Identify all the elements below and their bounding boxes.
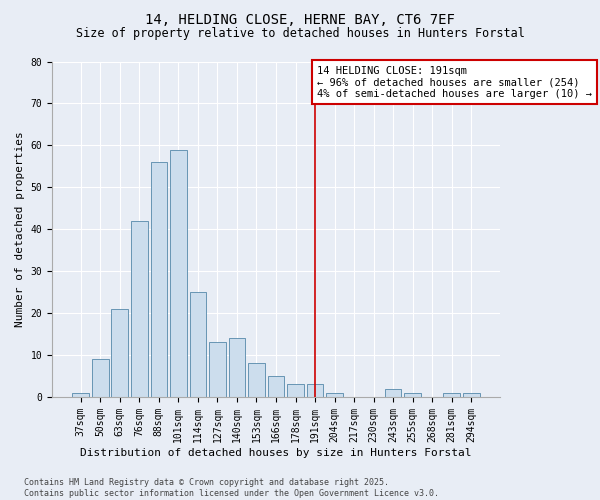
Text: Size of property relative to detached houses in Hunters Forstal: Size of property relative to detached ho… [76, 28, 524, 40]
Text: Contains HM Land Registry data © Crown copyright and database right 2025.
Contai: Contains HM Land Registry data © Crown c… [24, 478, 439, 498]
Text: 14, HELDING CLOSE, HERNE BAY, CT6 7EF: 14, HELDING CLOSE, HERNE BAY, CT6 7EF [145, 12, 455, 26]
Bar [73, 393, 89, 397]
Y-axis label: Number of detached properties: Number of detached properties [15, 132, 25, 327]
Bar [248, 364, 265, 397]
Bar [190, 292, 206, 397]
Text: 14 HELDING CLOSE: 191sqm
← 96% of detached houses are smaller (254)
4% of semi-d: 14 HELDING CLOSE: 191sqm ← 96% of detach… [317, 66, 592, 99]
Bar [92, 359, 109, 397]
Bar [268, 376, 284, 397]
Bar [131, 221, 148, 397]
Bar [326, 393, 343, 397]
Bar [307, 384, 323, 397]
Bar [229, 338, 245, 397]
Bar [209, 342, 226, 397]
Bar [463, 393, 479, 397]
Bar [112, 309, 128, 397]
Bar [287, 384, 304, 397]
X-axis label: Distribution of detached houses by size in Hunters Forstal: Distribution of detached houses by size … [80, 448, 472, 458]
Bar [443, 393, 460, 397]
Bar [404, 393, 421, 397]
Bar [151, 162, 167, 397]
Bar [170, 150, 187, 397]
Bar [385, 388, 401, 397]
